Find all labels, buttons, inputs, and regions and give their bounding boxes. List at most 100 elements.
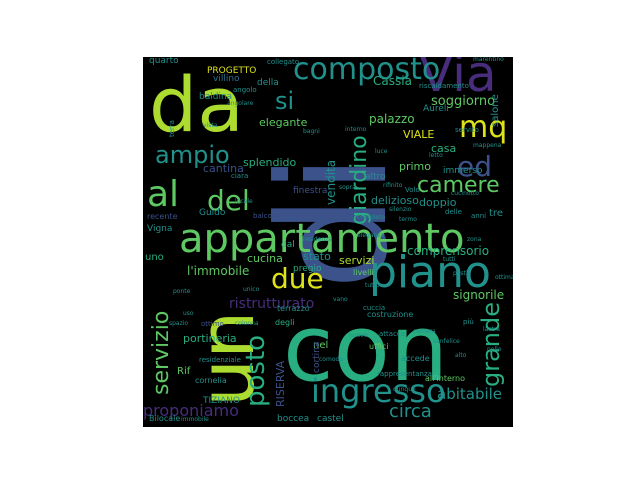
- word-terra: terra: [168, 120, 176, 137]
- word-palazzo: palazzo: [369, 112, 415, 126]
- word-mq: mq: [459, 110, 508, 145]
- word-alto: alto: [455, 352, 467, 359]
- word-piu: più: [463, 318, 474, 326]
- word-unico: unico: [243, 286, 260, 293]
- word-immobile2: immobile: [181, 416, 209, 423]
- word-livelli: livelli: [353, 268, 374, 277]
- word-angolare: angolare: [227, 100, 254, 107]
- word-comodo: comodo: [319, 356, 343, 363]
- word-silenzio: silenzio: [389, 206, 412, 213]
- word-circa: circa: [389, 401, 432, 422]
- word-camere: camere: [417, 173, 500, 198]
- word-tutto: tutto: [365, 282, 380, 289]
- word-casa: casa: [431, 142, 457, 155]
- word-immerso: immerso: [443, 166, 483, 176]
- word-grande: grande: [477, 301, 505, 387]
- word-vol: Volo: [405, 186, 420, 194]
- word-stato: stato: [303, 250, 331, 263]
- word-terrazzo: terrazzo: [277, 304, 310, 313]
- word-nelle: nelle: [487, 346, 502, 353]
- word-ed: ed: [457, 150, 492, 183]
- word-uno: uno: [145, 252, 164, 263]
- word-della: della: [257, 78, 279, 88]
- word-vista: vista: [203, 122, 218, 129]
- word-al: al: [147, 174, 180, 215]
- word-ciara: ciara: [231, 172, 249, 180]
- word-attacco: attacco: [379, 330, 406, 338]
- word-doppio: doppio: [419, 196, 457, 209]
- word-lastra: lastra: [483, 326, 500, 333]
- word-appartamento: appartamento: [179, 216, 465, 262]
- word-residenziale: residenziale: [199, 356, 241, 364]
- word-zona: zona: [467, 236, 482, 243]
- word-progetto: PROGETTO: [207, 66, 257, 76]
- word-quarto: quarto: [149, 57, 179, 66]
- word-servizi: servizi: [339, 254, 375, 267]
- word-da: da: [149, 60, 244, 149]
- word-soggiorno: soggiorno: [431, 94, 496, 109]
- word-riserva: RISERVA: [274, 360, 287, 407]
- word-cassia: Cassia: [373, 74, 412, 88]
- word-tiziano: TIZIANO: [203, 396, 240, 406]
- word-interno: all'interno: [425, 374, 466, 383]
- word-boccea: boccea: [277, 414, 310, 424]
- word-si: si: [275, 87, 295, 115]
- word-angolo: angolo: [233, 86, 257, 94]
- word-collegato: collegato: [267, 58, 300, 66]
- word-con: con: [283, 295, 449, 402]
- word-recente: recente: [147, 212, 178, 221]
- word-tutti: tutti: [443, 256, 456, 263]
- word-mappena: mappena: [473, 142, 502, 149]
- word-cuccia: cuccia: [363, 304, 386, 312]
- word-completo: completo: [357, 214, 386, 221]
- word-cucin: cucinotto: [451, 190, 479, 197]
- word-finestra: finestra: [293, 186, 328, 196]
- word-aureli: Aureli: [423, 104, 449, 114]
- word-locale: locale: [235, 198, 253, 205]
- word-letto: letto: [429, 152, 443, 159]
- word-altro: altro: [365, 172, 386, 182]
- word-abitabile: abitabile: [437, 385, 503, 403]
- word-delle: delle: [445, 208, 462, 216]
- word-ottimo: ottimo: [201, 320, 224, 328]
- word-vigna: Vigna: [147, 224, 173, 234]
- word-piano: piano: [369, 247, 491, 298]
- word-spazio: spazio: [169, 320, 189, 327]
- word-cucina: cucina: [247, 252, 283, 265]
- word-guido: Guido: [199, 208, 226, 218]
- word-delizioso: delizioso: [371, 194, 419, 207]
- word-proponiamo: proponiamo: [143, 401, 239, 420]
- word-ottima: ottima: [495, 274, 513, 281]
- word-cornelia: cornelia: [195, 376, 227, 385]
- word-uso: uso: [183, 310, 194, 317]
- word-villino: villino: [213, 74, 240, 84]
- word-servito: servito: [455, 126, 479, 134]
- word-cloud: di con un da appartamento piano Via comp…: [143, 57, 513, 427]
- word-due: due: [271, 262, 324, 295]
- word-residenza: residenza: [303, 236, 332, 243]
- word-vendita: vendita: [324, 159, 338, 205]
- word-baldina: baldina: [199, 92, 233, 102]
- word-posto: posto: [241, 334, 271, 407]
- word-bilocale: Bilocale: [149, 414, 181, 423]
- word-splendido: splendido: [243, 156, 297, 169]
- word-costruzione: costruzione: [367, 310, 414, 319]
- word-ingresso: ingresso: [311, 372, 446, 410]
- word-accede: accede: [401, 354, 430, 363]
- word-dunque: dunque: [393, 386, 416, 393]
- word-ampio: ampio: [155, 141, 230, 169]
- word-colonna: colonna: [235, 320, 259, 327]
- word-castel: castel: [317, 414, 344, 424]
- word-vano: vano: [333, 296, 348, 303]
- word-marentino: marentino: [473, 57, 504, 63]
- word-pregio: pregio: [293, 264, 322, 274]
- word-riscaldamento: riscaldamento: [419, 82, 469, 90]
- word-nuovo: nuovo: [349, 332, 368, 339]
- word-signorile: signorile: [453, 288, 505, 302]
- word-ristrutturato: ristrutturato: [229, 296, 315, 312]
- word-composto: composto: [293, 57, 441, 87]
- word-intern: interno: [345, 126, 367, 133]
- word-rappresentanza: rappresentanza: [377, 370, 432, 378]
- word-ponte: ponte: [173, 288, 191, 295]
- word-elegante: elegante: [259, 116, 308, 129]
